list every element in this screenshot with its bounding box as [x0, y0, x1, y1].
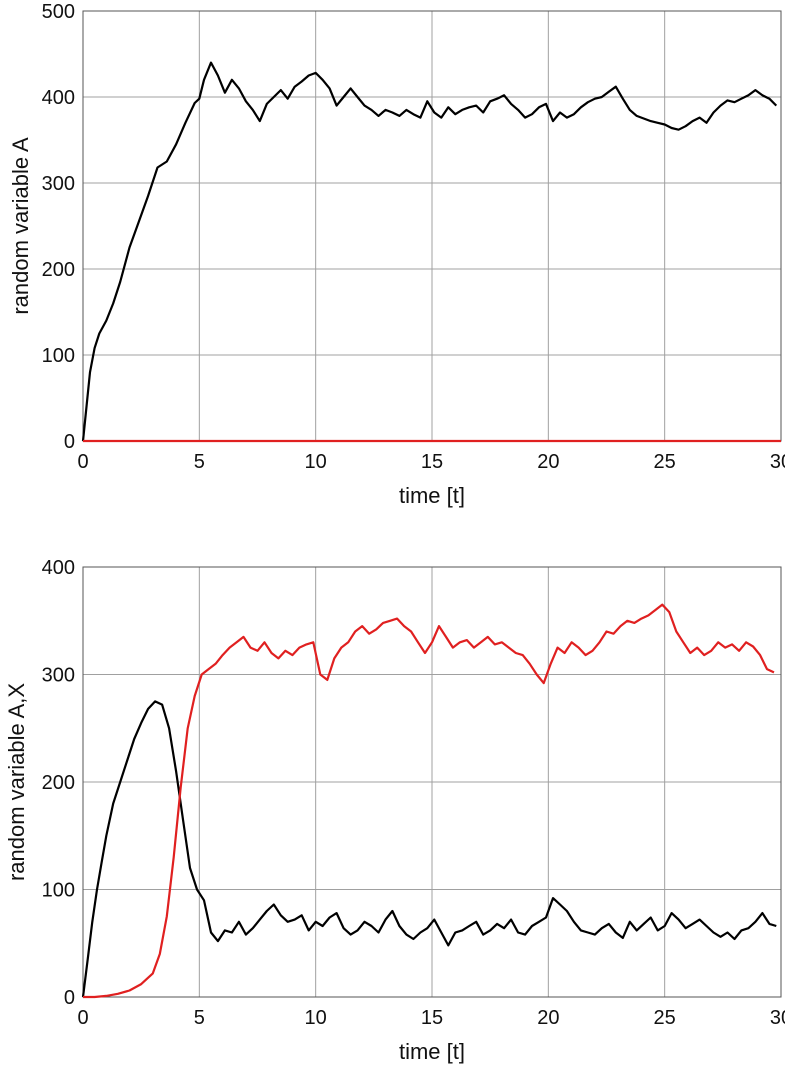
x-tick-label: 20	[537, 451, 559, 473]
x-tick-label: 0	[77, 1007, 88, 1029]
chart-top: 0510152025300100200300400500time [t]rand…	[8, 1, 785, 508]
y-axis-label: random variable A,X	[4, 683, 29, 881]
y-tick-label: 400	[42, 557, 75, 579]
x-tick-label: 15	[421, 1007, 443, 1029]
plot-frame	[82, 566, 782, 998]
x-tick-label: 10	[305, 1007, 327, 1029]
x-tick-label: 25	[654, 451, 676, 473]
x-axis-label: time [t]	[399, 483, 465, 508]
x-tick-label: 15	[421, 451, 443, 473]
x-tick-label: 20	[537, 1007, 559, 1029]
y-tick-label: 500	[42, 1, 75, 23]
y-axis-label: random variable A	[8, 137, 33, 315]
y-tick-label: 0	[64, 431, 75, 453]
series-line-1	[83, 603, 775, 999]
y-tick-label: 200	[42, 259, 75, 281]
y-tick-label: 300	[42, 665, 75, 687]
y-tick-label: 0	[64, 987, 75, 1009]
series-line-0	[81, 700, 777, 998]
x-tick-label: 10	[305, 451, 327, 473]
y-tick-label: 100	[42, 345, 75, 367]
y-tick-label: 400	[42, 87, 75, 109]
x-tick-label: 30	[770, 1007, 785, 1029]
x-axis-label: time [t]	[399, 1039, 465, 1064]
chart-bottom: 0510152025300100200300400time [t]random …	[4, 557, 785, 1064]
x-tick-label: 5	[194, 1007, 205, 1029]
y-tick-label: 100	[42, 880, 75, 902]
x-tick-label: 0	[77, 451, 88, 473]
y-tick-label: 300	[42, 173, 75, 195]
series-line-0	[81, 61, 778, 442]
x-tick-label: 5	[194, 451, 205, 473]
y-tick-label: 200	[42, 772, 75, 794]
x-tick-label: 30	[770, 451, 785, 473]
x-tick-label: 25	[654, 1007, 676, 1029]
